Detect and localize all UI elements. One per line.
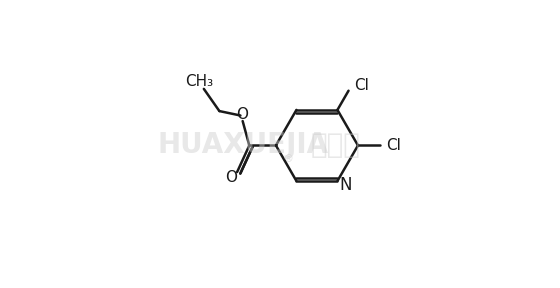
Text: CH₃: CH₃ [185, 74, 213, 89]
Text: HUAXUEJIA: HUAXUEJIA [157, 131, 328, 160]
Text: O: O [236, 107, 248, 122]
Text: O: O [225, 170, 237, 185]
Text: Cl: Cl [386, 138, 401, 153]
Text: 化学加: 化学加 [311, 131, 361, 160]
Text: N: N [339, 176, 352, 194]
Text: ®: ® [283, 154, 293, 164]
Text: Cl: Cl [354, 78, 369, 93]
